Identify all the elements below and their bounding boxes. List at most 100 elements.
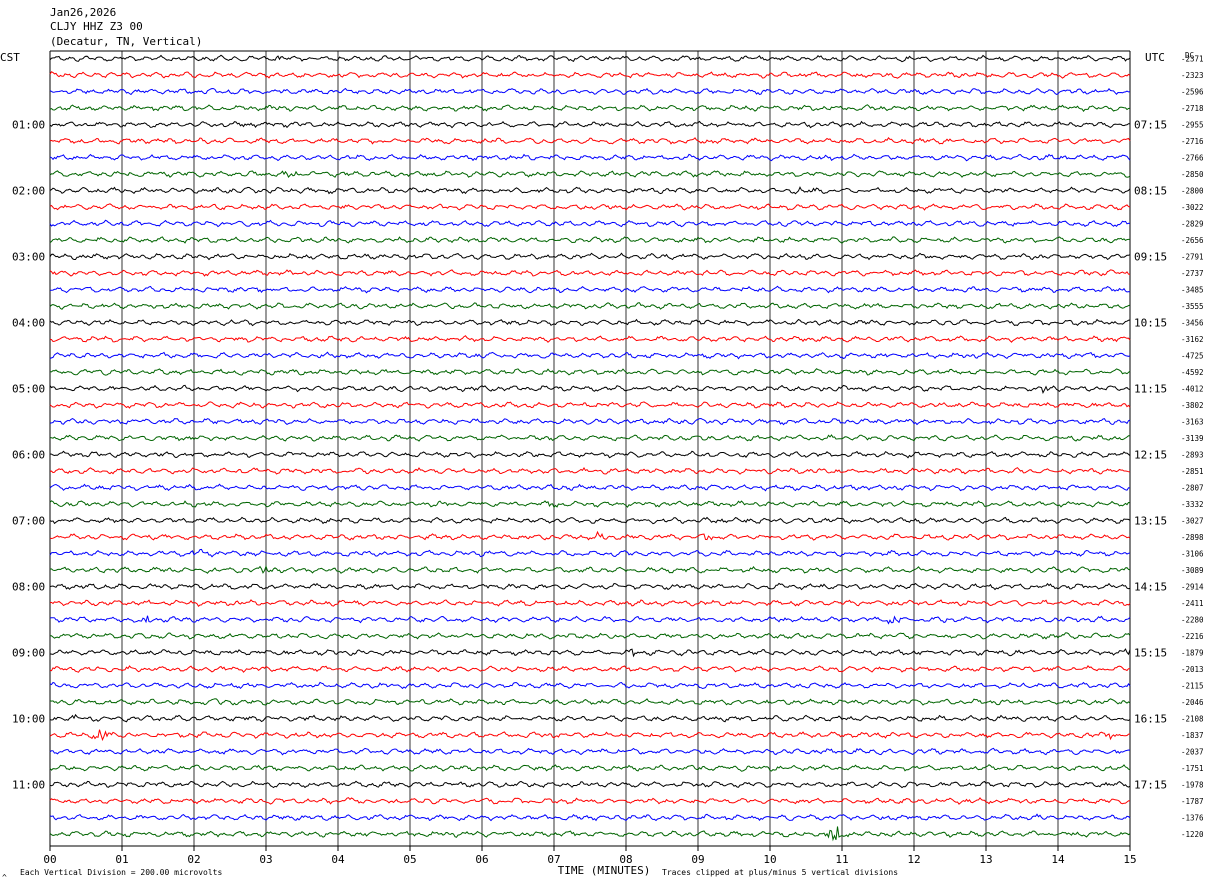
- dc-offset: -4592: [1181, 368, 1204, 377]
- dc-offset: -1787: [1181, 797, 1204, 806]
- dc-offset: -2371: [1181, 55, 1204, 64]
- cst-label: 06:00: [12, 449, 45, 462]
- trace-row-26: [49, 483, 1131, 492]
- trace-row-30: [49, 548, 1131, 558]
- trace-row-35: [50, 632, 1131, 640]
- utc-label: 13:15: [1134, 515, 1167, 528]
- trace-row-38: [49, 681, 1131, 690]
- trace-row-9: [49, 203, 1131, 211]
- utc-time-labels: 07:15 08:15 09:15 10:15 11:15 12:15 13:15 14:15…: [1134, 119, 1167, 792]
- x-tick-label: 14: [1051, 853, 1065, 866]
- dc-offset: -2013: [1181, 665, 1204, 674]
- trace-row-37: [49, 664, 1130, 673]
- cst-label: 11:00: [12, 779, 45, 792]
- dc-offset: -2280: [1181, 616, 1204, 625]
- x-tick-label: 15: [1123, 853, 1136, 866]
- dc-offset: -2716: [1181, 137, 1204, 146]
- dc-offset: -3555: [1181, 302, 1204, 311]
- utc-label: 07:15: [1134, 119, 1167, 132]
- trace-row-29: [49, 530, 1131, 541]
- dc-offset: -2216: [1181, 632, 1204, 641]
- dc-offset: -3106: [1181, 550, 1204, 559]
- time-gridlines: [49, 50, 1131, 847]
- dc-offset: -2108: [1181, 715, 1204, 724]
- dc-offset: -1751: [1181, 764, 1204, 773]
- dc-offset: -2914: [1181, 583, 1204, 592]
- x-tick-label: 02: [187, 853, 200, 866]
- header-location: (Decatur, TN, Vertical): [50, 35, 202, 48]
- trace-row-7: [49, 170, 1131, 179]
- left-axis-label: CST: [0, 51, 20, 64]
- dc-offset: -2323: [1181, 71, 1204, 80]
- x-axis-ticks: 00 01 02 03 04 05 06 07 08 09 10 11 12 13 14 15: [43, 846, 1137, 866]
- trace-row-41: [49, 729, 1131, 742]
- dc-offset: -2596: [1181, 88, 1204, 97]
- trace-row-42: [49, 747, 1131, 756]
- trace-row-5: [49, 136, 1131, 145]
- trace-row-15: [49, 302, 1131, 310]
- dc-offset: -2850: [1181, 170, 1204, 179]
- cst-label: 03:00: [12, 251, 45, 264]
- trace-row-31: [49, 564, 1131, 574]
- cst-label: 08:00: [12, 581, 45, 594]
- x-tick-label: 08: [619, 853, 632, 866]
- x-tick-label: 06: [475, 853, 488, 866]
- utc-label: 09:15: [1134, 251, 1167, 264]
- dc-offset: -1978: [1181, 781, 1204, 790]
- cst-label: 02:00: [12, 185, 45, 198]
- trace-row-47: [49, 826, 1131, 842]
- trace-row-10: [49, 219, 1131, 228]
- dc-offset: -3456: [1181, 319, 1204, 328]
- cst-time-labels: 01:00 02:00 03:00 04:00 05:00 06:00 07:00 08:00…: [12, 119, 45, 792]
- dc-offset: -2893: [1181, 451, 1204, 460]
- cst-label: 07:00: [12, 515, 45, 528]
- dc-offset: -3485: [1181, 286, 1204, 295]
- trace-row-4: [49, 120, 1130, 129]
- utc-label: 10:15: [1134, 317, 1167, 330]
- dc-offset: -3332: [1181, 500, 1204, 509]
- dc-offset: -2656: [1181, 236, 1204, 245]
- dc-offset: -2955: [1181, 121, 1204, 130]
- dc-offset: -4012: [1181, 385, 1204, 394]
- cst-label: 04:00: [12, 317, 45, 330]
- dc-offset: -2766: [1181, 154, 1204, 163]
- dc-offset: -2037: [1181, 748, 1204, 757]
- trace-row-46: [49, 813, 1131, 822]
- dc-offset: -2046: [1181, 698, 1204, 707]
- trace-row-27: [49, 500, 1131, 509]
- dc-offset: -2807: [1181, 484, 1204, 493]
- trace-row-2: [49, 87, 1131, 96]
- trace-row-39: [49, 698, 1131, 706]
- x-tick-label: 07: [547, 853, 560, 866]
- trace-row-16: [49, 318, 1131, 327]
- dc-offset: -3139: [1181, 434, 1204, 443]
- dc-offset: -3089: [1181, 566, 1204, 575]
- dc-offset: -3162: [1181, 335, 1204, 344]
- trace-row-32: [49, 582, 1131, 591]
- utc-label: 16:15: [1134, 713, 1167, 726]
- dc-offset: -1879: [1181, 649, 1204, 658]
- seismic-traces: [49, 54, 1131, 842]
- trace-row-22: [49, 417, 1131, 426]
- dc-offset: -2718: [1181, 104, 1204, 113]
- dc-offset: -2829: [1181, 220, 1204, 229]
- dc-offset: -1220: [1181, 830, 1204, 839]
- utc-label: 08:15: [1134, 185, 1167, 198]
- dc-offset: -3027: [1181, 517, 1204, 526]
- trace-row-1: [49, 71, 1131, 79]
- trace-row-20: [49, 384, 1131, 395]
- division-note: Each Vertical Division = 200.00 microvol…: [20, 868, 222, 877]
- header-station: CLJY HHZ Z3 00: [50, 20, 143, 33]
- dc-offset: -4725: [1181, 352, 1204, 361]
- x-tick-label: 05: [403, 853, 416, 866]
- trace-row-43: [49, 764, 1131, 772]
- x-tick-label: 04: [331, 853, 345, 866]
- trace-row-40: [49, 713, 1131, 723]
- x-tick-label: 00: [43, 853, 56, 866]
- utc-label: 11:15: [1134, 383, 1167, 396]
- trace-row-33: [49, 599, 1131, 607]
- trace-row-25: [49, 467, 1131, 475]
- trace-row-13: [49, 269, 1131, 277]
- trace-row-6: [49, 153, 1131, 162]
